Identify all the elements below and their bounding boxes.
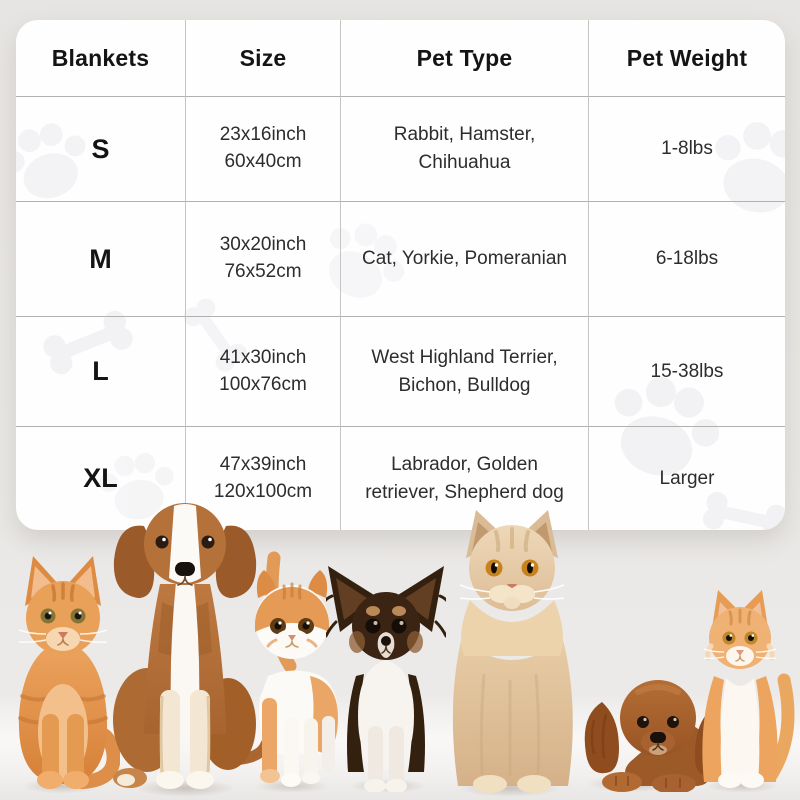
size-inch: 41x30inch	[219, 346, 307, 368]
column-header-blankets: Blankets	[51, 44, 150, 71]
orange-white-cat-photo	[255, 551, 338, 787]
size-cm: 76x52cm	[224, 261, 302, 282]
orange-tabby-cat-photo	[18, 556, 120, 789]
row-m-pet-weight: 6-18lbs	[588, 201, 785, 316]
beagle-dog-photo	[113, 503, 270, 789]
cream-cat-photo	[452, 510, 573, 793]
row-l-size: 41x30inch 100x76cm	[185, 316, 340, 426]
row-s-pet-type: Rabbit, Hamster, Chihuahua	[340, 96, 588, 201]
row-s-blanket: S	[16, 96, 185, 201]
row-xl-pet-type: Labrador, Golden retriever, Shepherd dog	[340, 426, 588, 530]
row-m-size: 30x20inch 76x52cm	[185, 201, 340, 316]
column-header-size: Size	[185, 20, 340, 96]
size-cm: 60x40cm	[224, 151, 302, 172]
row-xl-pet-weight: Larger	[588, 426, 785, 530]
size-inch: 47x39inch	[219, 453, 307, 475]
column-header-pet-weight: Pet Weight	[588, 20, 785, 96]
size-inch: 30x20inch	[219, 234, 307, 256]
column-header-pet-type: Pet Type	[340, 20, 588, 96]
size-chart-table: Blankets Size Pet Type Pet Weight S 23x1…	[16, 20, 785, 530]
row-m-blanket: M	[16, 201, 185, 316]
size-cm: 100x76cm	[219, 373, 307, 395]
fluffy-kitten-photo	[702, 590, 795, 788]
row-s-size: 23x16inch 60x40cm	[185, 96, 340, 201]
row-l-pet-type: West Highland Terrier, Bichon, Bulldog	[340, 316, 588, 426]
row-s-pet-weight: 1-8lbs	[588, 96, 785, 201]
size-cm: 120x100cm	[213, 480, 313, 502]
size-chart-card: Blankets Size Pet Type Pet Weight S 23x1…	[16, 20, 785, 530]
row-l-pet-weight: 15-38lbs	[588, 316, 785, 426]
row-m-pet-type: Cat, Yorkie, Pomeranian	[340, 201, 588, 316]
row-xl-size: 47x39inch 120x100cm	[185, 426, 340, 530]
size-inch: 23x16inch	[219, 124, 307, 146]
row-l-blanket: L	[16, 316, 185, 426]
chihuahua-photo	[326, 566, 446, 792]
